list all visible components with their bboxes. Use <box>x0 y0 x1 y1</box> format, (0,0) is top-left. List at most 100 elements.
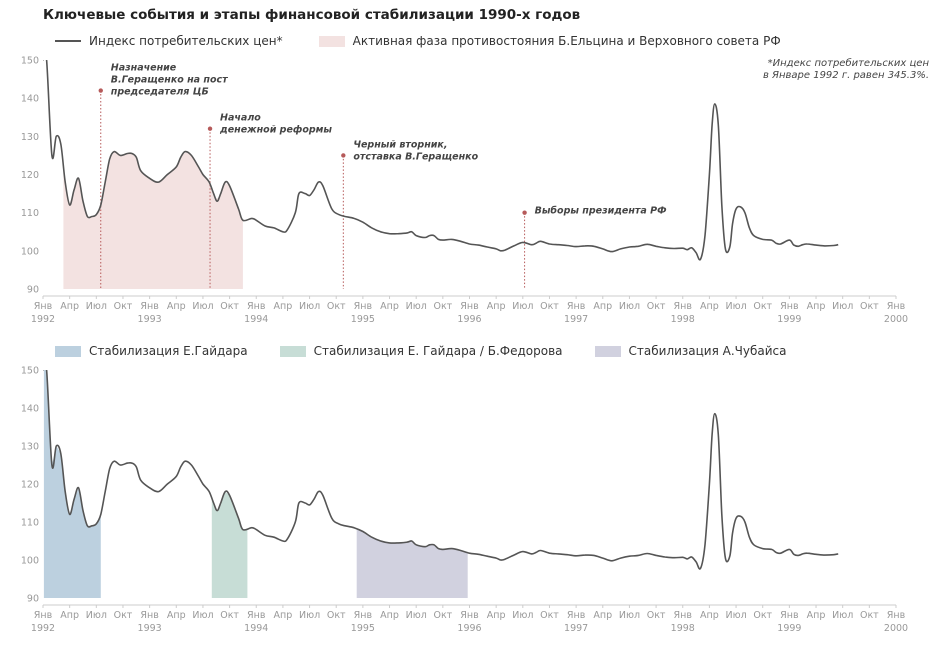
x-tick-label-1-84: Янв <box>780 610 799 621</box>
shaded-period-1-2 <box>356 528 468 598</box>
y-tick-label-1-6: 150 <box>21 366 39 377</box>
annotation-marker-3 <box>522 210 527 215</box>
chart-title: Ключевые события и этапы финансовой стаб… <box>43 7 581 23</box>
x-tick-label-1-39: Апр <box>380 610 399 621</box>
x-year-label-0-48: 1996 <box>457 314 481 325</box>
y-tick-label-0-0: 90 <box>27 285 39 296</box>
y-tick-label-0-6: 150 <box>21 56 39 67</box>
x-tick-label-0-24: Янв <box>247 301 266 312</box>
x-tick-label-0-66: Июл <box>619 301 640 312</box>
x-tick-label-0-39: Апр <box>380 301 399 312</box>
annotation-label-0-0: Назначение <box>111 63 177 74</box>
x-year-label-0-96: 2000 <box>884 314 908 325</box>
shaded-period-1-1 <box>211 491 248 598</box>
x-tick-label-0-21: Окт <box>220 301 239 312</box>
legend-chubais-label: Стабилизация А.Чубайса <box>628 344 787 358</box>
x-year-label-0-60: 1997 <box>564 314 588 325</box>
x-tick-label-1-66: Июл <box>619 610 640 621</box>
x-tick-label-0-3: Апр <box>60 301 79 312</box>
legend-line-swatch <box>55 40 81 42</box>
annotation-label-3-0: Выборы президента РФ <box>535 206 668 217</box>
y-tick-label-1-1: 100 <box>21 556 39 567</box>
y-tick-label-1-2: 110 <box>21 518 39 529</box>
x-tick-label-1-90: Июл <box>832 610 853 621</box>
x-year-label-0-84: 1999 <box>777 314 801 325</box>
x-tick-label-1-81: Окт <box>753 610 772 621</box>
x-tick-label-0-9: Окт <box>114 301 133 312</box>
x-tick-label-1-30: Июл <box>299 610 320 621</box>
x-year-label-0-72: 1998 <box>671 314 695 325</box>
y-tick-label-1-5: 140 <box>21 404 39 415</box>
x-tick-label-0-48: Янв <box>460 301 479 312</box>
x-tick-label-1-18: Июл <box>192 610 213 621</box>
x-tick-label-0-57: Окт <box>540 301 559 312</box>
x-tick-label-0-60: Янв <box>567 301 586 312</box>
x-tick-label-0-75: Апр <box>700 301 719 312</box>
footnote-line-1: *Индекс потребительских цен <box>767 58 929 69</box>
x-tick-label-1-21: Окт <box>220 610 239 621</box>
x-year-label-1-12: 1993 <box>138 623 162 634</box>
x-tick-label-0-33: Окт <box>327 301 346 312</box>
legend-chubais-swatch <box>594 345 621 357</box>
x-tick-label-1-69: Окт <box>647 610 666 621</box>
x-tick-label-0-87: Апр <box>807 301 826 312</box>
x-tick-label-0-27: Апр <box>274 301 293 312</box>
footnote: *Индекс потребительских цен в Январе 199… <box>729 58 929 82</box>
annotation-label-0-1: В.Геращенко на пост <box>111 75 228 86</box>
x-tick-label-1-36: Янв <box>354 610 373 621</box>
x-year-label-0-0: 1992 <box>31 314 55 325</box>
x-tick-label-0-93: Окт <box>860 301 879 312</box>
y-tick-label-1-0: 90 <box>27 594 39 605</box>
x-tick-label-0-51: Апр <box>487 301 506 312</box>
x-tick-label-0-81: Окт <box>753 301 772 312</box>
x-tick-label-0-18: Июл <box>192 301 213 312</box>
x-tick-label-1-75: Апр <box>700 610 719 621</box>
x-year-label-1-60: 1997 <box>564 623 588 634</box>
x-tick-label-0-12: Янв <box>140 301 159 312</box>
x-tick-label-0-45: Окт <box>433 301 452 312</box>
x-tick-label-1-24: Янв <box>247 610 266 621</box>
x-tick-label-0-69: Окт <box>647 301 666 312</box>
annotation-label-1-1: денежной реформы <box>219 125 332 136</box>
legend-gaidar-fedorov-label: Стабилизация Е. Гайдара / Б.Федорова <box>313 344 563 358</box>
x-tick-label-1-57: Окт <box>540 610 559 621</box>
x-year-label-1-96: 2000 <box>884 623 908 634</box>
x-year-label-1-24: 1994 <box>244 623 268 634</box>
x-tick-label-1-93: Окт <box>860 610 879 621</box>
y-tick-label-0-4: 130 <box>21 132 39 143</box>
x-tick-label-1-6: Июл <box>86 610 107 621</box>
y-tick-label-0-3: 120 <box>21 170 39 181</box>
x-tick-label-1-54: Июл <box>512 610 533 621</box>
x-tick-label-1-12: Янв <box>140 610 159 621</box>
x-tick-label-0-84: Янв <box>780 301 799 312</box>
x-tick-label-1-48: Янв <box>460 610 479 621</box>
x-year-label-1-36: 1995 <box>351 623 375 634</box>
x-tick-label-1-87: Апр <box>807 610 826 621</box>
x-year-label-1-84: 1999 <box>777 623 801 634</box>
x-year-label-1-48: 1996 <box>457 623 481 634</box>
cpi-series-line-0 <box>43 60 839 261</box>
x-tick-label-1-9: Окт <box>114 610 133 621</box>
legend-confrontation-swatch <box>318 35 345 47</box>
annotation-label-2-1: отставка В.Геращенко <box>353 151 478 162</box>
annotation-label-2-0: Черный вторник, <box>353 139 447 150</box>
x-tick-label-1-78: Июл <box>725 610 746 621</box>
shaded-period-0-0 <box>63 151 243 289</box>
y-tick-label-0-1: 100 <box>21 246 39 257</box>
y-tick-label-1-4: 130 <box>21 442 39 453</box>
x-tick-label-1-27: Апр <box>274 610 293 621</box>
x-tick-label-1-96: Янв <box>887 610 906 621</box>
x-year-label-0-12: 1993 <box>138 314 162 325</box>
x-tick-label-1-45: Окт <box>433 610 452 621</box>
y-tick-label-0-5: 140 <box>21 94 39 105</box>
x-tick-label-1-42: Июл <box>406 610 427 621</box>
x-tick-label-0-63: Апр <box>593 301 612 312</box>
x-tick-label-1-72: Янв <box>674 610 693 621</box>
legend-confrontation-label: Активная фаза противостояния Б.Ельцина и… <box>352 34 781 48</box>
x-tick-label-1-51: Апр <box>487 610 506 621</box>
x-tick-label-1-60: Янв <box>567 610 586 621</box>
x-tick-label-0-30: Июл <box>299 301 320 312</box>
legend-cpi-label: Индекс потребительских цен* <box>89 34 283 48</box>
x-tick-label-0-42: Июл <box>406 301 427 312</box>
